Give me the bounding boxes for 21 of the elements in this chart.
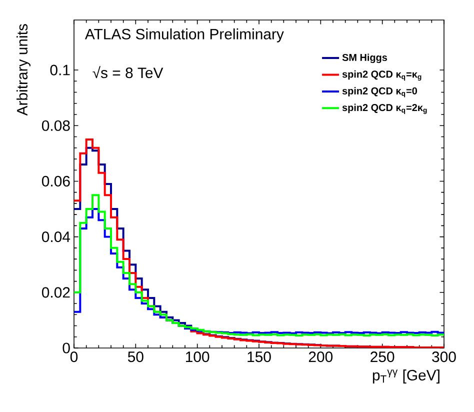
y-axis-title: Arbitrary units <box>16 24 30 116</box>
y-tick-label: 0.1 <box>50 64 70 76</box>
text: ATLAS Simulation Preliminary <box>84 28 284 42</box>
y-tick-label: 0.04 <box>42 232 70 242</box>
y-tick-label: 0.08 <box>42 120 70 131</box>
x-tick-label: 300 <box>432 352 456 362</box>
legend-label: spin2 QCD κ$_{q}$=0 <box>342 87 418 98</box>
x-tick-label: 0 <box>70 352 78 362</box>
legend-label: SM Higgs <box>342 54 388 64</box>
x-tick-label: 50 <box>128 352 144 362</box>
y-tick-label: 0.06 <box>42 176 70 187</box>
annotation: √s = 8 TeV <box>92 66 164 78</box>
y-tick-label: 0 <box>62 342 70 354</box>
x-tick-label: 150 <box>248 352 271 362</box>
x-axis-title: p$_{T}$$^{γγ}$ [GeV] <box>372 370 440 384</box>
legend-label: spin2 QCD κ$_{q}$=κ$_{g}$ <box>342 70 422 81</box>
x-tick-label: 250 <box>370 352 394 362</box>
x-tick-label: 200 <box>308 352 333 362</box>
x-tick-label: 100 <box>186 352 210 362</box>
legend-label: spin2 QCD κ$_{q}$=2κ$_{g}$ <box>342 104 427 114</box>
y-tick-label: 0.02 <box>42 287 70 298</box>
